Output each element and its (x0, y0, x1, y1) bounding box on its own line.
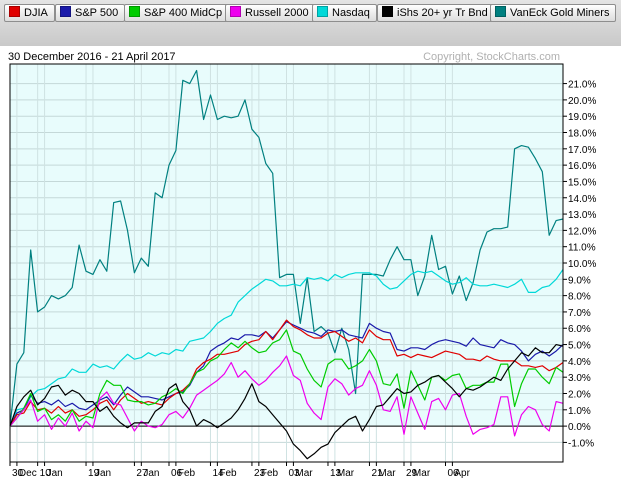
y-tick-label: 8.0% (568, 292, 591, 303)
x-tick-label: 14 (212, 468, 224, 479)
copyright: Copyright, StockCharts.com (423, 51, 560, 63)
x-tick-label: 06 (171, 468, 183, 479)
series-line-s-p-500 (9, 321, 564, 427)
legend-item-ishs-20-yr-tr-bnd[interactable]: iShs 20+ yr Tr Bnd (377, 4, 495, 22)
legend-swatch (317, 6, 328, 17)
series-line-russell-2000 (9, 355, 564, 437)
y-tick-label: 15.0% (568, 177, 596, 188)
x-tick-label: Feb (178, 468, 196, 479)
x-tick-label: Mar (378, 468, 396, 479)
x-tick-label: Feb (261, 468, 279, 479)
x-tick-label: 21 (371, 468, 383, 479)
legend-label: iShs 20+ yr Tr Bnd (397, 7, 488, 19)
series-line-ishs-20-yr-tr-bnd (9, 344, 564, 460)
y-tick-label: 21.0% (568, 80, 596, 91)
legend-item-djia[interactable]: DJIA (4, 4, 55, 22)
legend-item-sp400-midcap[interactable]: S&P 400 MidCp (124, 4, 230, 22)
performance-chart: -1.0% 0.0% 1.0% 2.0% 3.0% 4.0% 5.0% 6.0% 7.0% 8.0… (0, 46, 621, 488)
y-tick-label: 2.0% (568, 389, 591, 400)
x-tick-label: Mar (295, 468, 313, 479)
date-range: 30 December 2016 - 21 April 2017 (8, 51, 176, 63)
y-tick-label: 0.0% (568, 422, 591, 433)
x-tick-label: 13 (330, 468, 342, 479)
x-tick-label: Mar (337, 468, 355, 479)
legend-item-sp500[interactable]: S&P 500 (55, 4, 126, 22)
legend-label: S&P 400 MidCp (144, 7, 223, 19)
legend-label: VanEck Gold Miners (510, 7, 610, 19)
y-tick-label: 18.0% (568, 129, 596, 140)
legend-bar: DJIA S&P 500 S&P 400 MidCp Russell 2000 … (0, 0, 621, 47)
x-tick-label: 30 (12, 468, 24, 479)
y-tick-label: 13.0% (568, 210, 596, 221)
y-tick-label: 16.0% (568, 161, 596, 172)
y-tick-label: 5.0% (568, 341, 591, 352)
legend-item-nasdaq[interactable]: Nasdaq (312, 4, 377, 22)
series-line-djia (9, 319, 564, 427)
legend-item-russell-2000[interactable]: Russell 2000 (225, 4, 316, 22)
series-lines (9, 69, 564, 460)
legend-swatch (9, 6, 20, 17)
y-tick-label: 3.0% (568, 373, 591, 384)
legend-label: Russell 2000 (245, 7, 309, 19)
y-tick-label: 11.0% (568, 243, 596, 254)
y-tick-label: 9.0% (568, 275, 591, 286)
y-tick-label: 19.0% (568, 112, 596, 123)
x-tick-label: 10 (40, 468, 52, 479)
legend-label: S&P 500 (75, 7, 119, 19)
x-tick-label: 29 (406, 468, 418, 479)
x-tick-label: Jan (143, 468, 159, 479)
x-tick-label: Apr (454, 468, 470, 479)
y-tick-label: 10.0% (568, 259, 596, 270)
x-tick-label: Mar (413, 468, 431, 479)
y-tick-label: 6.0% (568, 324, 591, 335)
series-line-nasdaq (9, 269, 564, 427)
series-line-vaneck-gold-miners (9, 69, 564, 427)
y-tick-label: -1.0% (568, 438, 594, 449)
x-tick-label: Feb (219, 468, 237, 479)
legend-label: DJIA (24, 7, 48, 19)
x-tick-label: 19 (88, 468, 100, 479)
x-tick-label: 27 (136, 468, 148, 479)
x-tick-label: Jan (47, 468, 63, 479)
y-tick-label: 7.0% (568, 308, 591, 319)
legend-swatch (230, 6, 241, 17)
series-line-s-p-400-midcp (9, 329, 564, 427)
y-tick-label: 14.0% (568, 194, 596, 205)
y-tick-label: 1.0% (568, 406, 591, 417)
legend-label: Nasdaq (332, 7, 370, 19)
x-tick-label: Jan (95, 468, 111, 479)
legend-item-vaneck-gold-miners[interactable]: VanEck Gold Miners (490, 4, 617, 22)
x-tick-label: 23 (254, 468, 266, 479)
y-tick-label: 17.0% (568, 145, 596, 156)
y-tick-label: 20.0% (568, 96, 596, 107)
legend-swatch (495, 6, 506, 17)
x-tick-label: Dec (19, 468, 37, 479)
legend-swatch (129, 6, 140, 17)
x-tick-label: 03 (289, 468, 301, 479)
x-tick-label: 06 (447, 468, 459, 479)
legend-swatch (60, 6, 71, 17)
y-tick-label: 12.0% (568, 226, 596, 237)
y-tick-label: 4.0% (568, 357, 591, 368)
y-axis: -1.0% 0.0% 1.0% 2.0% 3.0% 4.0% 5.0% 6.0% 7.0% 8.0… (563, 80, 596, 449)
legend-swatch (382, 6, 393, 17)
